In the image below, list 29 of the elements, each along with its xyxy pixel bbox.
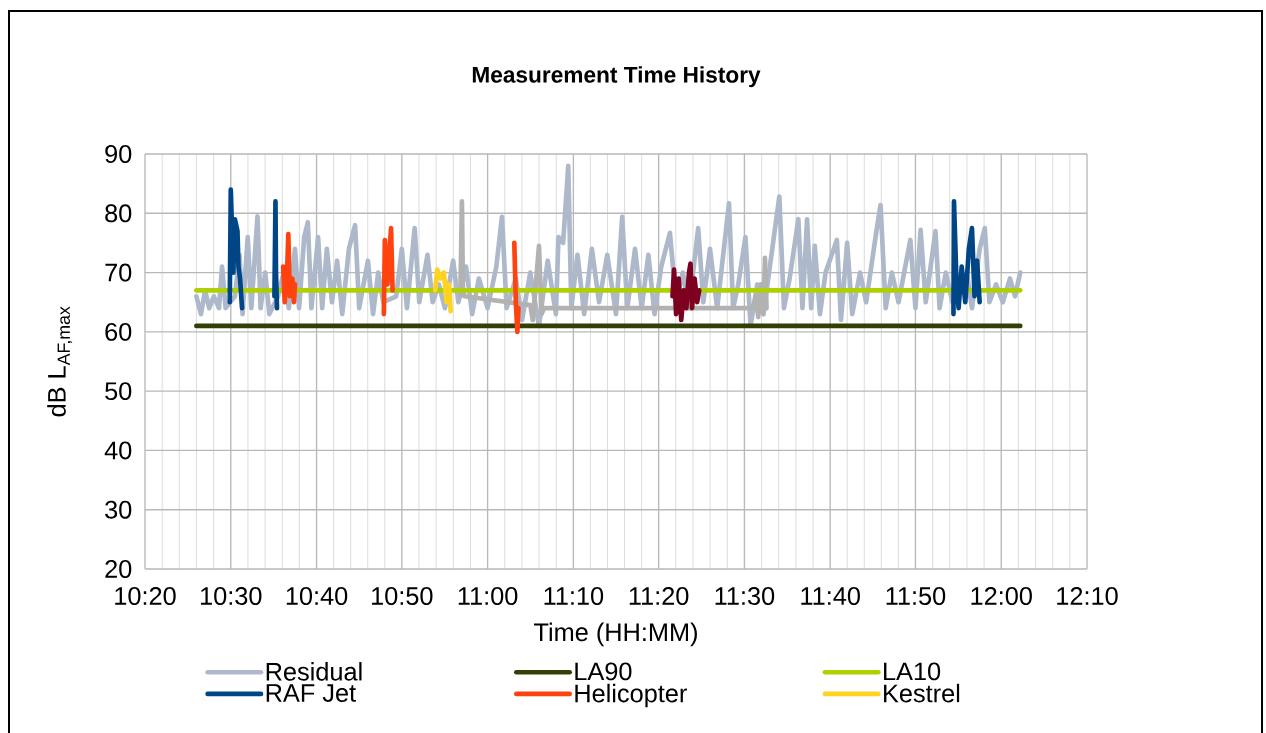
legend-label: LA90 — [575, 662, 632, 681]
y-tick-label: 30 — [105, 500, 132, 519]
legend-label: Helicopter — [575, 683, 687, 708]
legend-label: Kestrel — [884, 683, 960, 703]
x-tick-label: 10:30 — [201, 587, 262, 605]
y-tick-label: 90 — [105, 145, 132, 163]
y-tick-label: 50 — [105, 382, 132, 401]
x-tick-label: 11:40 — [801, 587, 860, 605]
y-tick-label: 20 — [105, 560, 132, 578]
x-tick-label: 10:20 — [115, 587, 176, 605]
x-tick-label: 11:20 — [629, 587, 689, 605]
x-axis-title: Time (HH:MM) — [534, 622, 697, 647]
y-tick-label: 60 — [105, 322, 132, 341]
chart-title: Measurement Time History — [472, 66, 761, 88]
x-tick-label: 11:50 — [886, 587, 946, 605]
y-tick-label: 70 — [105, 263, 132, 282]
legend-label: Residual — [266, 662, 362, 681]
x-tick-label: 10:50 — [372, 587, 433, 605]
x-tick-label: 10:40 — [286, 587, 348, 605]
legend-label: LA10 — [884, 662, 941, 681]
x-tick-label: 12:00 — [971, 587, 1032, 605]
x-tick-label: 11:00 — [458, 587, 518, 605]
y-tick-label: 40 — [104, 441, 132, 460]
x-tick-label: 11:30 — [715, 587, 775, 605]
y-tick-label: 80 — [105, 204, 132, 223]
legend-label: RAF Jet — [266, 684, 356, 702]
x-tick-label: 11:10 — [544, 587, 604, 605]
y-axis-title: dB L$_{AF,max}$ — [47, 306, 73, 417]
x-tick-label: 12:10 — [1057, 587, 1118, 605]
